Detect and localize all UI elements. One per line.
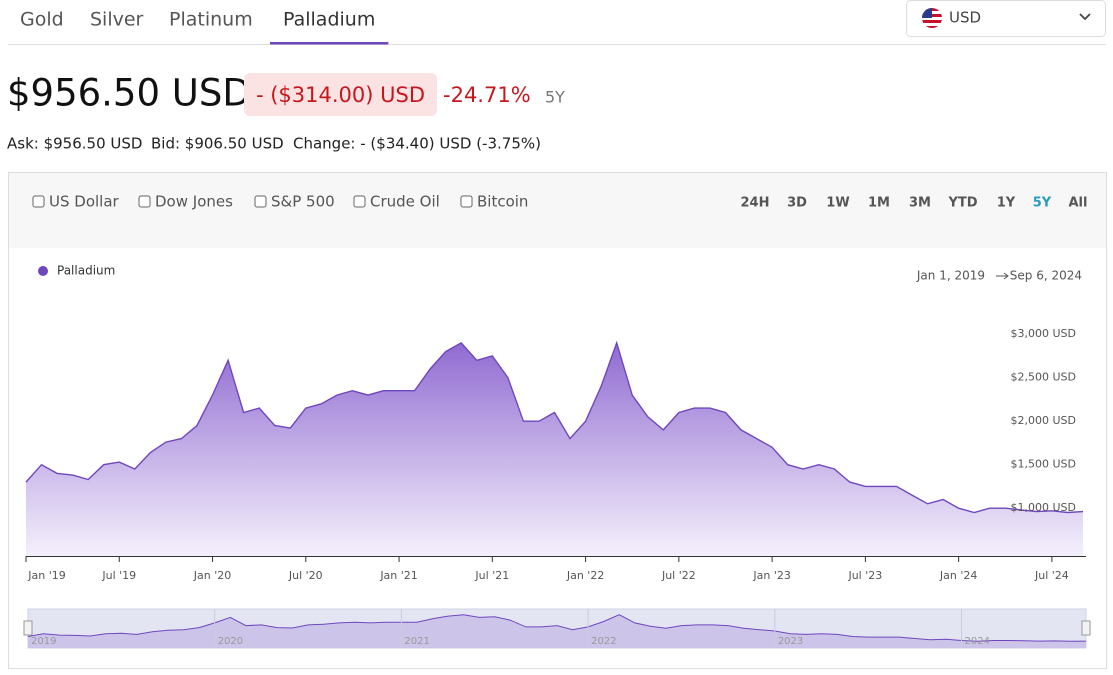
x-tick-label: Jul '20 (288, 569, 323, 582)
quote: Bid: $906.50 USD (151, 135, 284, 153)
plot: $1,000 USD $1,500 USD $2,000 USD $2,500 USD… (25, 327, 1086, 582)
range-button[interactable]: 3D (787, 196, 807, 211)
compare-label[interactable]: Crude Oil (370, 193, 440, 211)
metal-tabs: Gold Silver Platinum Palladium (20, 9, 389, 45)
change-percent: -24.71% (443, 83, 531, 107)
y-tick-label: $3,000 USD (1011, 327, 1077, 340)
quotes: Ask: $956.50 USD Bid: $906.50 USD Change: … (7, 135, 541, 153)
compare-checkbox[interactable] (32, 195, 45, 208)
metal-tab[interactable]: Platinum (169, 9, 253, 31)
y-tick-label: $1,000 USD (1011, 501, 1077, 514)
active-tab-indicator (270, 42, 389, 45)
chart-toolbar (9, 173, 1106, 248)
date-arrow (996, 272, 1009, 280)
compare-label[interactable]: US Dollar (49, 193, 120, 211)
legend-label: Palladium (57, 264, 115, 278)
quote: Ask: $956.50 USD (7, 135, 142, 153)
range-button[interactable]: 24H (741, 196, 770, 211)
y-tick-label: $1,500 USD (1011, 458, 1077, 471)
navigator-content: 2019 2020 2021 2022 2023 2024 (27, 609, 1087, 648)
area-fill (26, 342, 1083, 556)
x-tick-label: Jan '23 (752, 569, 790, 582)
compare-checkbox[interactable] (353, 195, 366, 208)
price: $956.50 USD (7, 72, 251, 115)
y-tick-label: $2,500 USD (1011, 371, 1077, 384)
date-from: Jan 1, 2019 (916, 269, 985, 283)
compare-checkbox[interactable] (138, 195, 151, 208)
range-button[interactable]: 3M (909, 196, 931, 211)
compare-label[interactable]: Dow Jones (155, 193, 233, 211)
toolbar: US Dollar Dow Jones S&P 500 Crude Oil Bitcoi… (32, 193, 1088, 211)
x-tick-label: Jul '24 (1034, 569, 1069, 582)
compare-label[interactable]: Bitcoin (477, 193, 528, 211)
change-badge (244, 73, 437, 116)
x-tick-label: Jan '22 (566, 569, 604, 582)
navigator-line (27, 614, 1087, 642)
navigator-label: 2019 (31, 636, 56, 647)
navigator-label: 2022 (591, 636, 616, 647)
quote: Change: - ($34.40) USD (-3.75%) (293, 135, 541, 153)
range-button[interactable]: 5Y (1033, 196, 1052, 211)
range-button[interactable]: 1W (826, 196, 849, 211)
navigator-handle[interactable] (1081, 620, 1091, 636)
currency-label: USD (949, 9, 981, 27)
us-flag (922, 8, 942, 28)
date-to: Sep 6, 2024 (1010, 269, 1082, 283)
change: - ($314.00) USD (256, 83, 425, 107)
metal-tab[interactable]: Palladium (283, 9, 375, 31)
y-tick-label: $2,000 USD (1011, 414, 1077, 427)
range-button[interactable]: YTD (947, 196, 977, 211)
compare-checkbox[interactable] (460, 195, 473, 208)
period: 5Y (545, 88, 565, 107)
range-button[interactable]: 1Y (997, 196, 1016, 211)
navigator-area (28, 614, 1086, 648)
metal-tab[interactable]: Silver (90, 9, 144, 31)
navigator-label: 2020 (218, 636, 243, 647)
legend-marker (38, 266, 48, 276)
price-line (25, 340, 1084, 514)
navigator-handle[interactable] (23, 620, 33, 636)
x-tick-label: Jul '23 (847, 569, 882, 582)
range-button[interactable]: All (1069, 196, 1088, 211)
navigator-label: 2021 (404, 636, 429, 647)
navigator-label: 2023 (778, 636, 803, 647)
navigator-label: 2024 (965, 636, 990, 647)
currency-select[interactable] (906, 0, 1106, 37)
chevron (1079, 13, 1091, 21)
metal-tab[interactable]: Gold (20, 9, 64, 31)
x-tick-label: Jul '21 (474, 569, 509, 582)
x-tick-label: Jan '21 (379, 569, 417, 582)
x-tick-label: Jul '22 (661, 569, 696, 582)
x-tick-label: Jul '19 (101, 569, 136, 582)
compare-checkbox[interactable] (254, 195, 267, 208)
x-tick-label: Jan '19 (27, 569, 65, 582)
range-button[interactable]: 1M (868, 196, 890, 211)
compare-label[interactable]: S&P 500 (271, 193, 335, 211)
x-tick-label: Jan '24 (939, 569, 977, 582)
x-tick-label: Jan '20 (193, 569, 231, 582)
